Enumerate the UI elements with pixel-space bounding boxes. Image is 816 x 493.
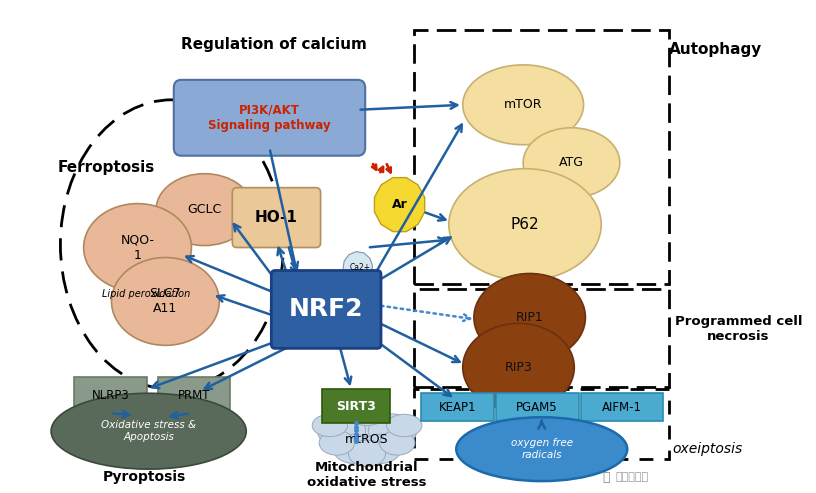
Text: AIFM-1: AIFM-1 xyxy=(601,401,641,414)
Text: NRF2: NRF2 xyxy=(289,297,363,321)
Ellipse shape xyxy=(333,434,375,463)
Ellipse shape xyxy=(112,257,220,346)
Text: Lipid peroxidation: Lipid peroxidation xyxy=(102,289,190,299)
FancyBboxPatch shape xyxy=(581,393,663,421)
Text: Mitochondrial
oxidative stress: Mitochondrial oxidative stress xyxy=(308,461,427,489)
Ellipse shape xyxy=(83,204,192,291)
Text: SIRT3: SIRT3 xyxy=(336,400,376,413)
Ellipse shape xyxy=(313,414,348,437)
Ellipse shape xyxy=(379,431,415,455)
Ellipse shape xyxy=(359,434,401,463)
Text: GCLC: GCLC xyxy=(188,203,222,216)
FancyBboxPatch shape xyxy=(421,393,494,421)
Ellipse shape xyxy=(348,440,386,467)
FancyBboxPatch shape xyxy=(322,389,390,423)
Text: oxygen free
radicals: oxygen free radicals xyxy=(511,438,573,460)
Text: Programmed cell
necrosis: Programmed cell necrosis xyxy=(675,316,802,344)
Text: PI3K/AKT
Signaling pathway: PI3K/AKT Signaling pathway xyxy=(208,104,330,132)
Ellipse shape xyxy=(387,414,422,437)
Text: Pyroptosis: Pyroptosis xyxy=(102,470,186,484)
Text: Autophagy: Autophagy xyxy=(669,42,762,57)
Text: RIP3: RIP3 xyxy=(504,361,532,374)
Text: KEAP1: KEAP1 xyxy=(438,401,476,414)
Text: SLC7
A11: SLC7 A11 xyxy=(149,287,181,316)
Ellipse shape xyxy=(463,65,583,145)
Ellipse shape xyxy=(348,401,387,425)
Text: oxeiptosis: oxeiptosis xyxy=(672,442,743,456)
Text: mTOR: mTOR xyxy=(504,98,543,111)
Text: Ar: Ar xyxy=(392,198,407,211)
Ellipse shape xyxy=(449,169,601,281)
Ellipse shape xyxy=(319,431,354,455)
FancyBboxPatch shape xyxy=(158,377,230,413)
Text: ATG: ATG xyxy=(559,156,584,169)
FancyBboxPatch shape xyxy=(174,80,366,156)
FancyBboxPatch shape xyxy=(74,377,147,413)
Ellipse shape xyxy=(456,417,628,481)
Ellipse shape xyxy=(369,414,417,448)
Text: PGAM5: PGAM5 xyxy=(517,401,558,414)
Ellipse shape xyxy=(51,393,246,469)
Text: mtROS: mtROS xyxy=(345,433,389,446)
Text: Ferroptosis: Ferroptosis xyxy=(58,160,155,175)
Text: PRMT: PRMT xyxy=(178,389,211,402)
Text: 外泌体之家: 外泌体之家 xyxy=(615,472,649,482)
Text: 🔬: 🔬 xyxy=(602,471,610,484)
Ellipse shape xyxy=(156,174,253,246)
Ellipse shape xyxy=(463,323,574,411)
Ellipse shape xyxy=(523,128,620,198)
Text: HO-1: HO-1 xyxy=(255,210,297,225)
FancyBboxPatch shape xyxy=(233,188,321,247)
Ellipse shape xyxy=(474,274,585,361)
Text: NQO-
1: NQO- 1 xyxy=(121,234,154,262)
FancyBboxPatch shape xyxy=(496,393,579,421)
Text: Regulation of calcium: Regulation of calcium xyxy=(181,37,367,52)
FancyBboxPatch shape xyxy=(272,271,381,349)
Text: Ca2+: Ca2+ xyxy=(350,263,371,272)
Ellipse shape xyxy=(332,412,402,457)
Text: P62: P62 xyxy=(511,217,539,232)
Text: RIP1: RIP1 xyxy=(516,311,543,324)
Text: NLRP3: NLRP3 xyxy=(91,389,130,402)
Ellipse shape xyxy=(317,414,366,448)
Text: Oxidative stress &
Apoptosis: Oxidative stress & Apoptosis xyxy=(101,421,196,442)
